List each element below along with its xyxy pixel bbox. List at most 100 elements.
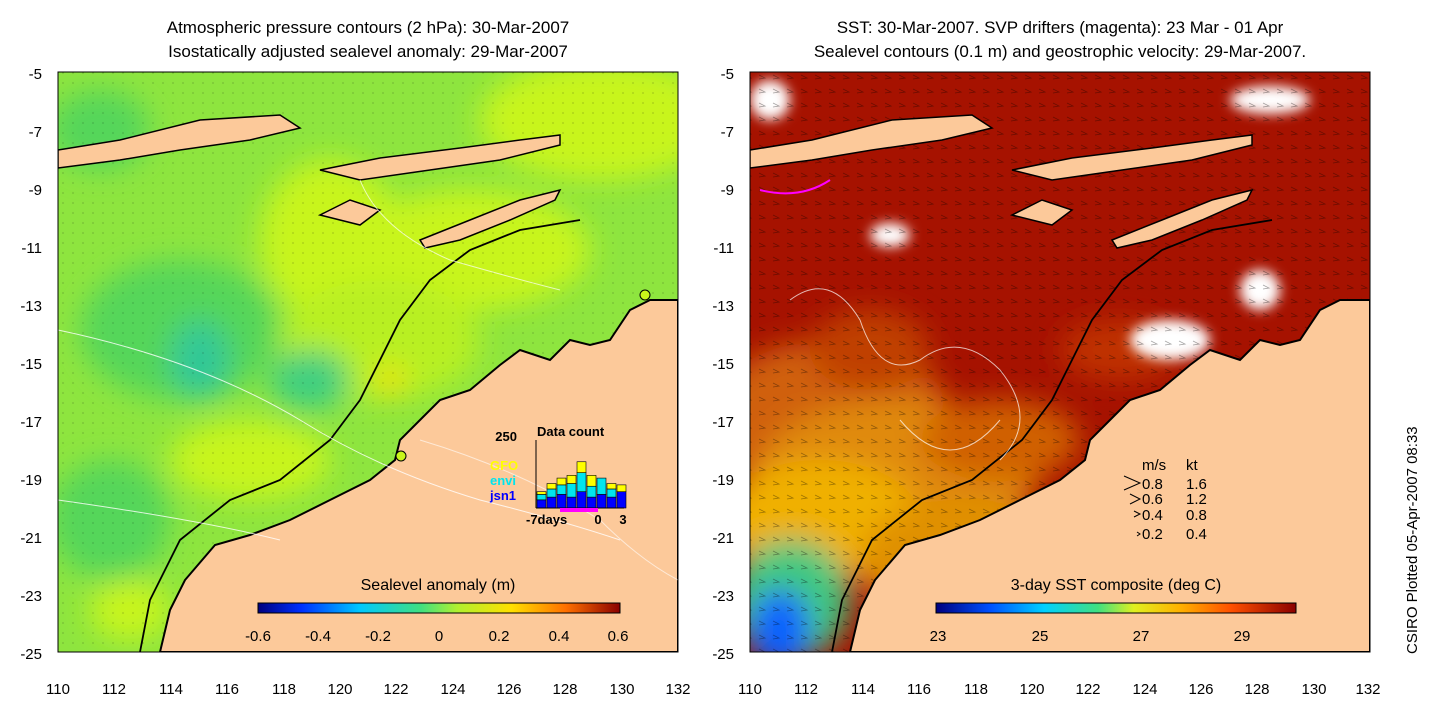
inset-bar-jsn1 [586,496,597,509]
inset-ymax: 250 [495,429,517,444]
svg-text:-15: -15 [20,356,42,373]
svg-text:0.4: 0.4 [1186,526,1207,543]
left-x-axis: 110 112 114 116 118 120 122 124 126 128 … [46,681,690,698]
svg-text:-11: -11 [713,240,734,257]
svg-text:122: 122 [1075,681,1100,698]
svg-text:29: 29 [1234,628,1251,645]
inset-bars [536,461,627,509]
svg-text:-11: -11 [21,240,42,257]
svg-text:118: 118 [964,681,988,698]
inset-bar-envi [536,494,547,501]
svg-text:-17: -17 [712,414,734,431]
svg-text:120: 120 [1019,681,1044,698]
inset-bar-gfo [546,483,557,490]
svg-text:112: 112 [102,681,126,698]
inset-bar-jsn1 [536,499,547,509]
svg-text:0.2: 0.2 [1142,526,1163,543]
svg-text:-5: -5 [29,66,42,83]
left-y-axis: -5 -7 -9 -11 -13 -15 -17 -19 -21 -23 -25 [20,66,42,663]
inset-bar-envi [596,477,607,495]
svg-text:132: 132 [1355,681,1380,698]
svg-text:-23: -23 [20,588,42,605]
svg-text:128: 128 [1244,681,1269,698]
inset-bar-jsn1 [606,496,617,509]
svg-text:126: 126 [496,681,521,698]
inset-bar-jsn1 [616,491,627,509]
svg-text:25: 25 [1032,628,1049,645]
timor-land [418,188,562,249]
right-map [750,72,1370,652]
left-title-line1: Atmospheric pressure contours (2 hPa): 3… [167,18,570,37]
credit-text: CSIRO Plotted 05-Apr-2007 08:33 [1404,426,1421,654]
right-x-axis: 110 112 114 116 118 120 122 124 126 128 … [738,681,1380,698]
svg-text:118: 118 [272,681,296,698]
svg-text:0.6: 0.6 [608,628,629,645]
nusa-tenggara-land [319,134,561,181]
inset-xlabel-right: 3 [619,512,626,527]
velocity-legend: m/s kt 0.8 1.6 0.6 1.2 0.4 0.8 0.2 0.4 [1123,457,1207,543]
inset-bar-gfo [536,491,547,495]
svg-text:23: 23 [930,628,947,645]
svg-text:-9: -9 [721,182,734,199]
left-title-line2: Isostatically adjusted sealevel anomaly:… [168,42,568,61]
svg-text:130: 130 [609,681,634,698]
sla-colorbar-title: Sealevel anomaly (m) [361,577,516,594]
svg-text:-23: -23 [712,588,734,605]
svg-text:-25: -25 [712,646,734,663]
inset-bar-envi [546,488,557,498]
svg-text:126: 126 [1188,681,1213,698]
sst-colorbar: 3-day SST composite (deg C) 23 25 27 29 [930,577,1297,645]
svg-text:-21: -21 [712,530,734,547]
svg-text:1.2: 1.2 [1186,491,1207,508]
left-map [58,72,678,652]
arrow-0.4-icon [1133,510,1142,518]
continental-shelf [139,219,581,652]
svg-text:130: 130 [1301,681,1326,698]
sst-colorbar-title: 3-day SST composite (deg C) [1011,577,1221,594]
sla-colorbar: Sealevel anomaly (m) -0.6 -0.4 -0.2 0 0.… [245,577,628,645]
svg-text:-7: -7 [721,124,734,141]
svg-text:112: 112 [794,681,818,698]
svg-text:132: 132 [665,681,690,698]
svg-text:-0.4: -0.4 [305,628,331,645]
inset-bar-envi [566,483,577,498]
svg-text:-15: -15 [712,356,734,373]
svg-text:124: 124 [440,681,465,698]
svg-text:122: 122 [383,681,408,698]
svg-text:0.6: 0.6 [1142,491,1163,508]
svg-text:116: 116 [907,681,931,698]
java-land [58,114,302,169]
svg-text:1.6: 1.6 [1186,476,1207,493]
svg-text:-13: -13 [20,298,42,315]
svg-text:0: 0 [435,628,443,645]
svg-text:-7: -7 [29,124,42,141]
svg-text:0.8: 0.8 [1142,476,1163,493]
svg-text:27: 27 [1133,628,1150,645]
legend-envi: envi [490,473,516,488]
australia-land-sst [848,299,1370,652]
inset-bar-gfo [556,477,567,486]
svg-text:0.2: 0.2 [489,628,510,645]
svg-text:-17: -17 [20,414,42,431]
svg-text:128: 128 [552,681,577,698]
inset-bar-envi [586,485,597,498]
inset-bar-jsn1 [556,494,567,509]
sumba-land [317,199,382,226]
svg-text:-5: -5 [721,66,734,83]
inset-bar-gfo [586,475,597,487]
inset-bar-jsn1 [546,496,557,509]
arrow-0.6-icon [1129,493,1142,505]
inset-bar-gfo [566,475,577,484]
inset-bar-envi [576,472,587,492]
svg-text:kt: kt [1186,457,1199,474]
svg-text:114: 114 [159,681,183,698]
legend-gfo: GFO [490,458,518,473]
inset-title: Data count [537,424,605,439]
svg-text:-9: -9 [29,182,42,199]
svg-text:120: 120 [327,681,352,698]
inset-xlabel-left: -7days [526,512,567,527]
svg-text:m/s: m/s [1142,457,1166,474]
right-y-axis: -5 -7 -9 -11 -13 -15 -17 -19 -21 -23 -25 [712,66,734,663]
inset-bar-jsn1 [596,494,607,509]
